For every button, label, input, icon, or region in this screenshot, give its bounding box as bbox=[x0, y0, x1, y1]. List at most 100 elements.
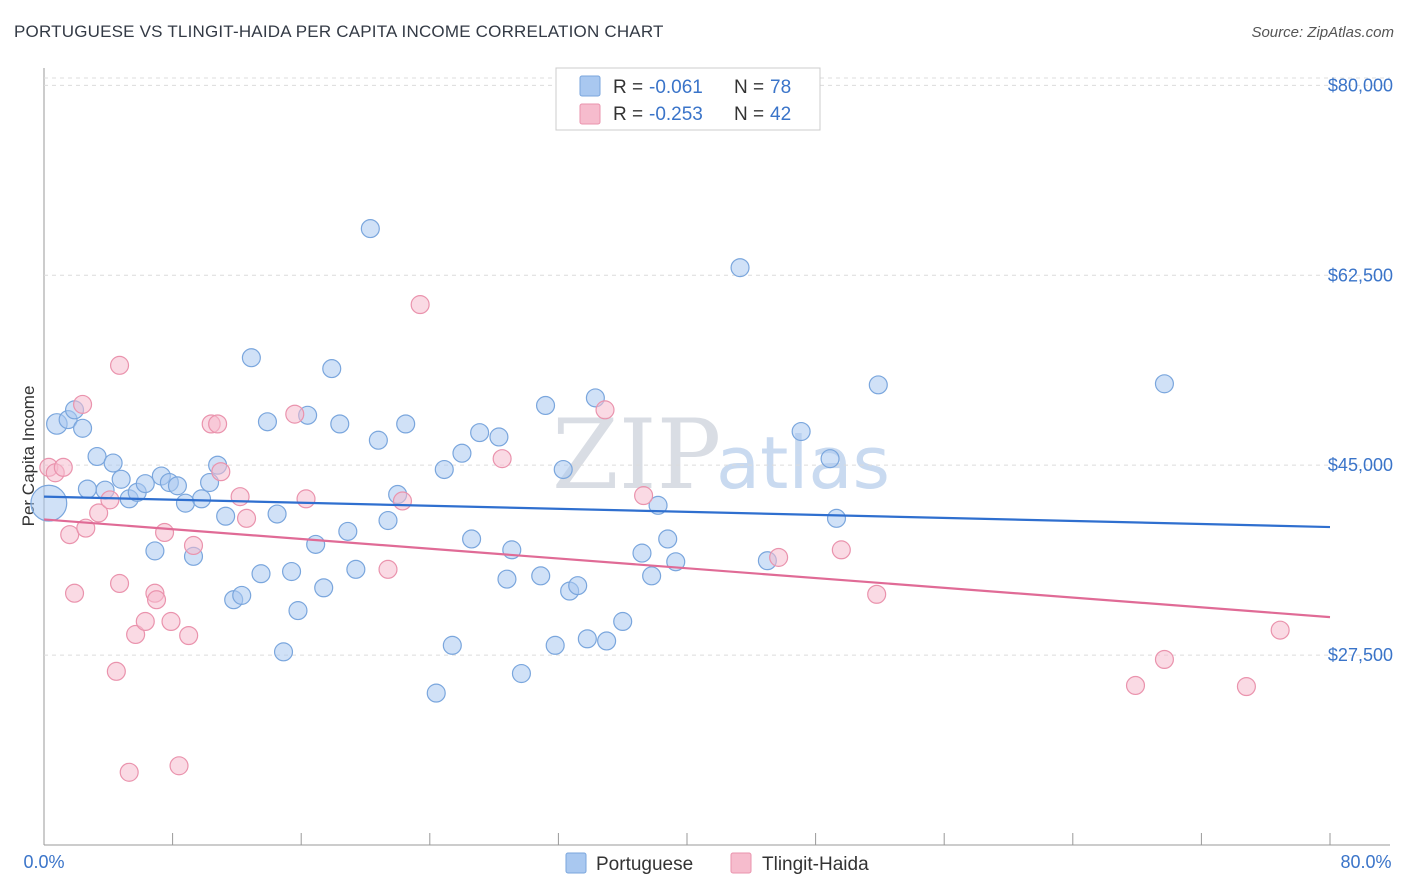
tlingit-haida-point bbox=[89, 503, 109, 523]
portuguese-points bbox=[30, 219, 1174, 703]
x-ticks bbox=[43, 833, 1331, 845]
portuguese-point bbox=[267, 504, 287, 524]
portuguese-point bbox=[338, 521, 358, 541]
portuguese-point bbox=[378, 510, 398, 531]
legend-r-portuguese: -0.061 bbox=[649, 77, 703, 98]
portuguese-point bbox=[470, 423, 490, 443]
legend-swatch-tlingit-haida bbox=[579, 103, 601, 125]
portuguese-point bbox=[73, 418, 93, 438]
portuguese-point bbox=[535, 395, 556, 416]
portuguese-point bbox=[322, 359, 342, 379]
portuguese-point bbox=[216, 506, 236, 526]
portuguese-trend-line bbox=[43, 495, 1331, 529]
tlingit-haida-point bbox=[634, 486, 654, 506]
legend-r-tlingit-haida: -0.253 bbox=[649, 104, 703, 125]
stats-legend: R = -0.061 N = 78 R = -0.253 N = 42 bbox=[555, 67, 821, 131]
portuguese-point bbox=[442, 635, 462, 655]
x-tick-label-min: 0.0% bbox=[23, 852, 64, 872]
tlingit-haida-point bbox=[1236, 677, 1256, 697]
tlingit-haida-point bbox=[285, 404, 305, 424]
trend-lines bbox=[43, 495, 1331, 619]
tlingit-haida-point bbox=[208, 414, 228, 434]
tlingit-haida-point bbox=[867, 584, 887, 604]
portuguese-point bbox=[273, 642, 294, 662]
tlingit-haida-point bbox=[296, 489, 316, 509]
tlingit-haida-point bbox=[492, 449, 512, 469]
portuguese-point bbox=[868, 375, 888, 395]
tlingit-haida-point bbox=[119, 762, 139, 782]
tlingit-haida-point bbox=[595, 400, 615, 420]
tlingit-haida-point bbox=[109, 573, 130, 594]
portuguese-point bbox=[360, 219, 380, 239]
portuguese-point bbox=[346, 559, 366, 579]
tlingit-haida-point bbox=[106, 661, 126, 681]
tlingit-haida-point bbox=[73, 394, 93, 414]
portuguese-point bbox=[577, 629, 597, 649]
portuguese-point bbox=[489, 427, 509, 447]
gridlines bbox=[44, 77, 1390, 656]
portuguese-point bbox=[145, 541, 165, 561]
tlingit-haida-point bbox=[161, 611, 181, 632]
portuguese-point bbox=[820, 449, 840, 469]
y-tick-label-27500: $27,500 bbox=[1328, 645, 1393, 665]
tlingit-haida-point bbox=[135, 611, 155, 632]
tlingit-haida-point bbox=[53, 457, 73, 477]
portuguese-point bbox=[497, 569, 517, 589]
portuguese-point bbox=[396, 414, 416, 434]
tlingit-haida-point bbox=[410, 295, 430, 315]
portuguese-point bbox=[281, 561, 302, 582]
tlingit-haida-point bbox=[169, 756, 189, 776]
portuguese-point bbox=[511, 663, 531, 684]
portuguese-point bbox=[103, 453, 123, 473]
y-tick-label-80000: $80,000 bbox=[1328, 75, 1393, 95]
tlingit-haida-point bbox=[769, 547, 789, 567]
portuguese-point bbox=[426, 683, 446, 703]
bottom-legend-portuguese: Portuguese bbox=[596, 854, 693, 875]
portuguese-point bbox=[452, 443, 472, 463]
bottom-legend-tlingit-haida: Tlingit-Haida bbox=[762, 854, 869, 875]
portuguese-point bbox=[597, 631, 617, 651]
legend-r-label-2: R = bbox=[613, 104, 643, 125]
portuguese-point bbox=[658, 529, 678, 549]
tlingit-haida-point bbox=[236, 508, 257, 528]
tlingit-haida-point bbox=[109, 355, 130, 375]
portuguese-point bbox=[642, 566, 662, 586]
portuguese-point bbox=[167, 476, 187, 496]
portuguese-point bbox=[826, 508, 847, 528]
y-axis-label: Per Capita Income bbox=[19, 386, 38, 527]
portuguese-point bbox=[545, 635, 565, 655]
portuguese-point bbox=[30, 484, 68, 522]
tlingit-haida-trend-line bbox=[43, 518, 1331, 619]
portuguese-point bbox=[77, 479, 97, 499]
tlingit-haida-point bbox=[1270, 620, 1290, 640]
legend-n-tlingit-haida: 42 bbox=[770, 104, 791, 125]
y-tick-labels: $27,500 $45,000 $62,500 $80,000 bbox=[1328, 75, 1393, 665]
legend-n-portuguese: 78 bbox=[770, 77, 791, 98]
portuguese-point bbox=[87, 446, 107, 467]
chart-title: PORTUGUESE VS TLINGIT-HAIDA PER CAPITA I… bbox=[14, 22, 664, 41]
tlingit-haida-point bbox=[378, 559, 398, 579]
legend-n-label: N = bbox=[734, 77, 764, 98]
tlingit-haida-point bbox=[179, 625, 199, 646]
tlingit-haida-point bbox=[230, 487, 250, 507]
y-tick-label-45000: $45,000 bbox=[1328, 455, 1393, 475]
y-tick-label-62500: $62,500 bbox=[1328, 265, 1393, 285]
legend-swatch-portuguese bbox=[579, 75, 601, 97]
portuguese-point bbox=[306, 534, 326, 554]
tlingit-haida-point bbox=[211, 462, 231, 482]
portuguese-point bbox=[531, 566, 551, 586]
tlingit-haida-point bbox=[392, 491, 413, 511]
x-tick-label-max: 80.0% bbox=[1340, 852, 1391, 872]
portuguese-point bbox=[111, 469, 131, 489]
portuguese-point bbox=[191, 489, 212, 509]
portuguese-point bbox=[135, 474, 155, 494]
tlingit-haida-point bbox=[146, 590, 167, 610]
portuguese-point bbox=[648, 495, 668, 515]
portuguese-point bbox=[632, 543, 652, 563]
portuguese-point bbox=[241, 348, 261, 368]
tlingit-haida-point bbox=[183, 535, 204, 556]
tlingit-haida-point bbox=[60, 525, 80, 545]
source-label: Source: ZipAtlas.com bbox=[1251, 24, 1394, 41]
portuguese-point bbox=[1154, 374, 1174, 394]
